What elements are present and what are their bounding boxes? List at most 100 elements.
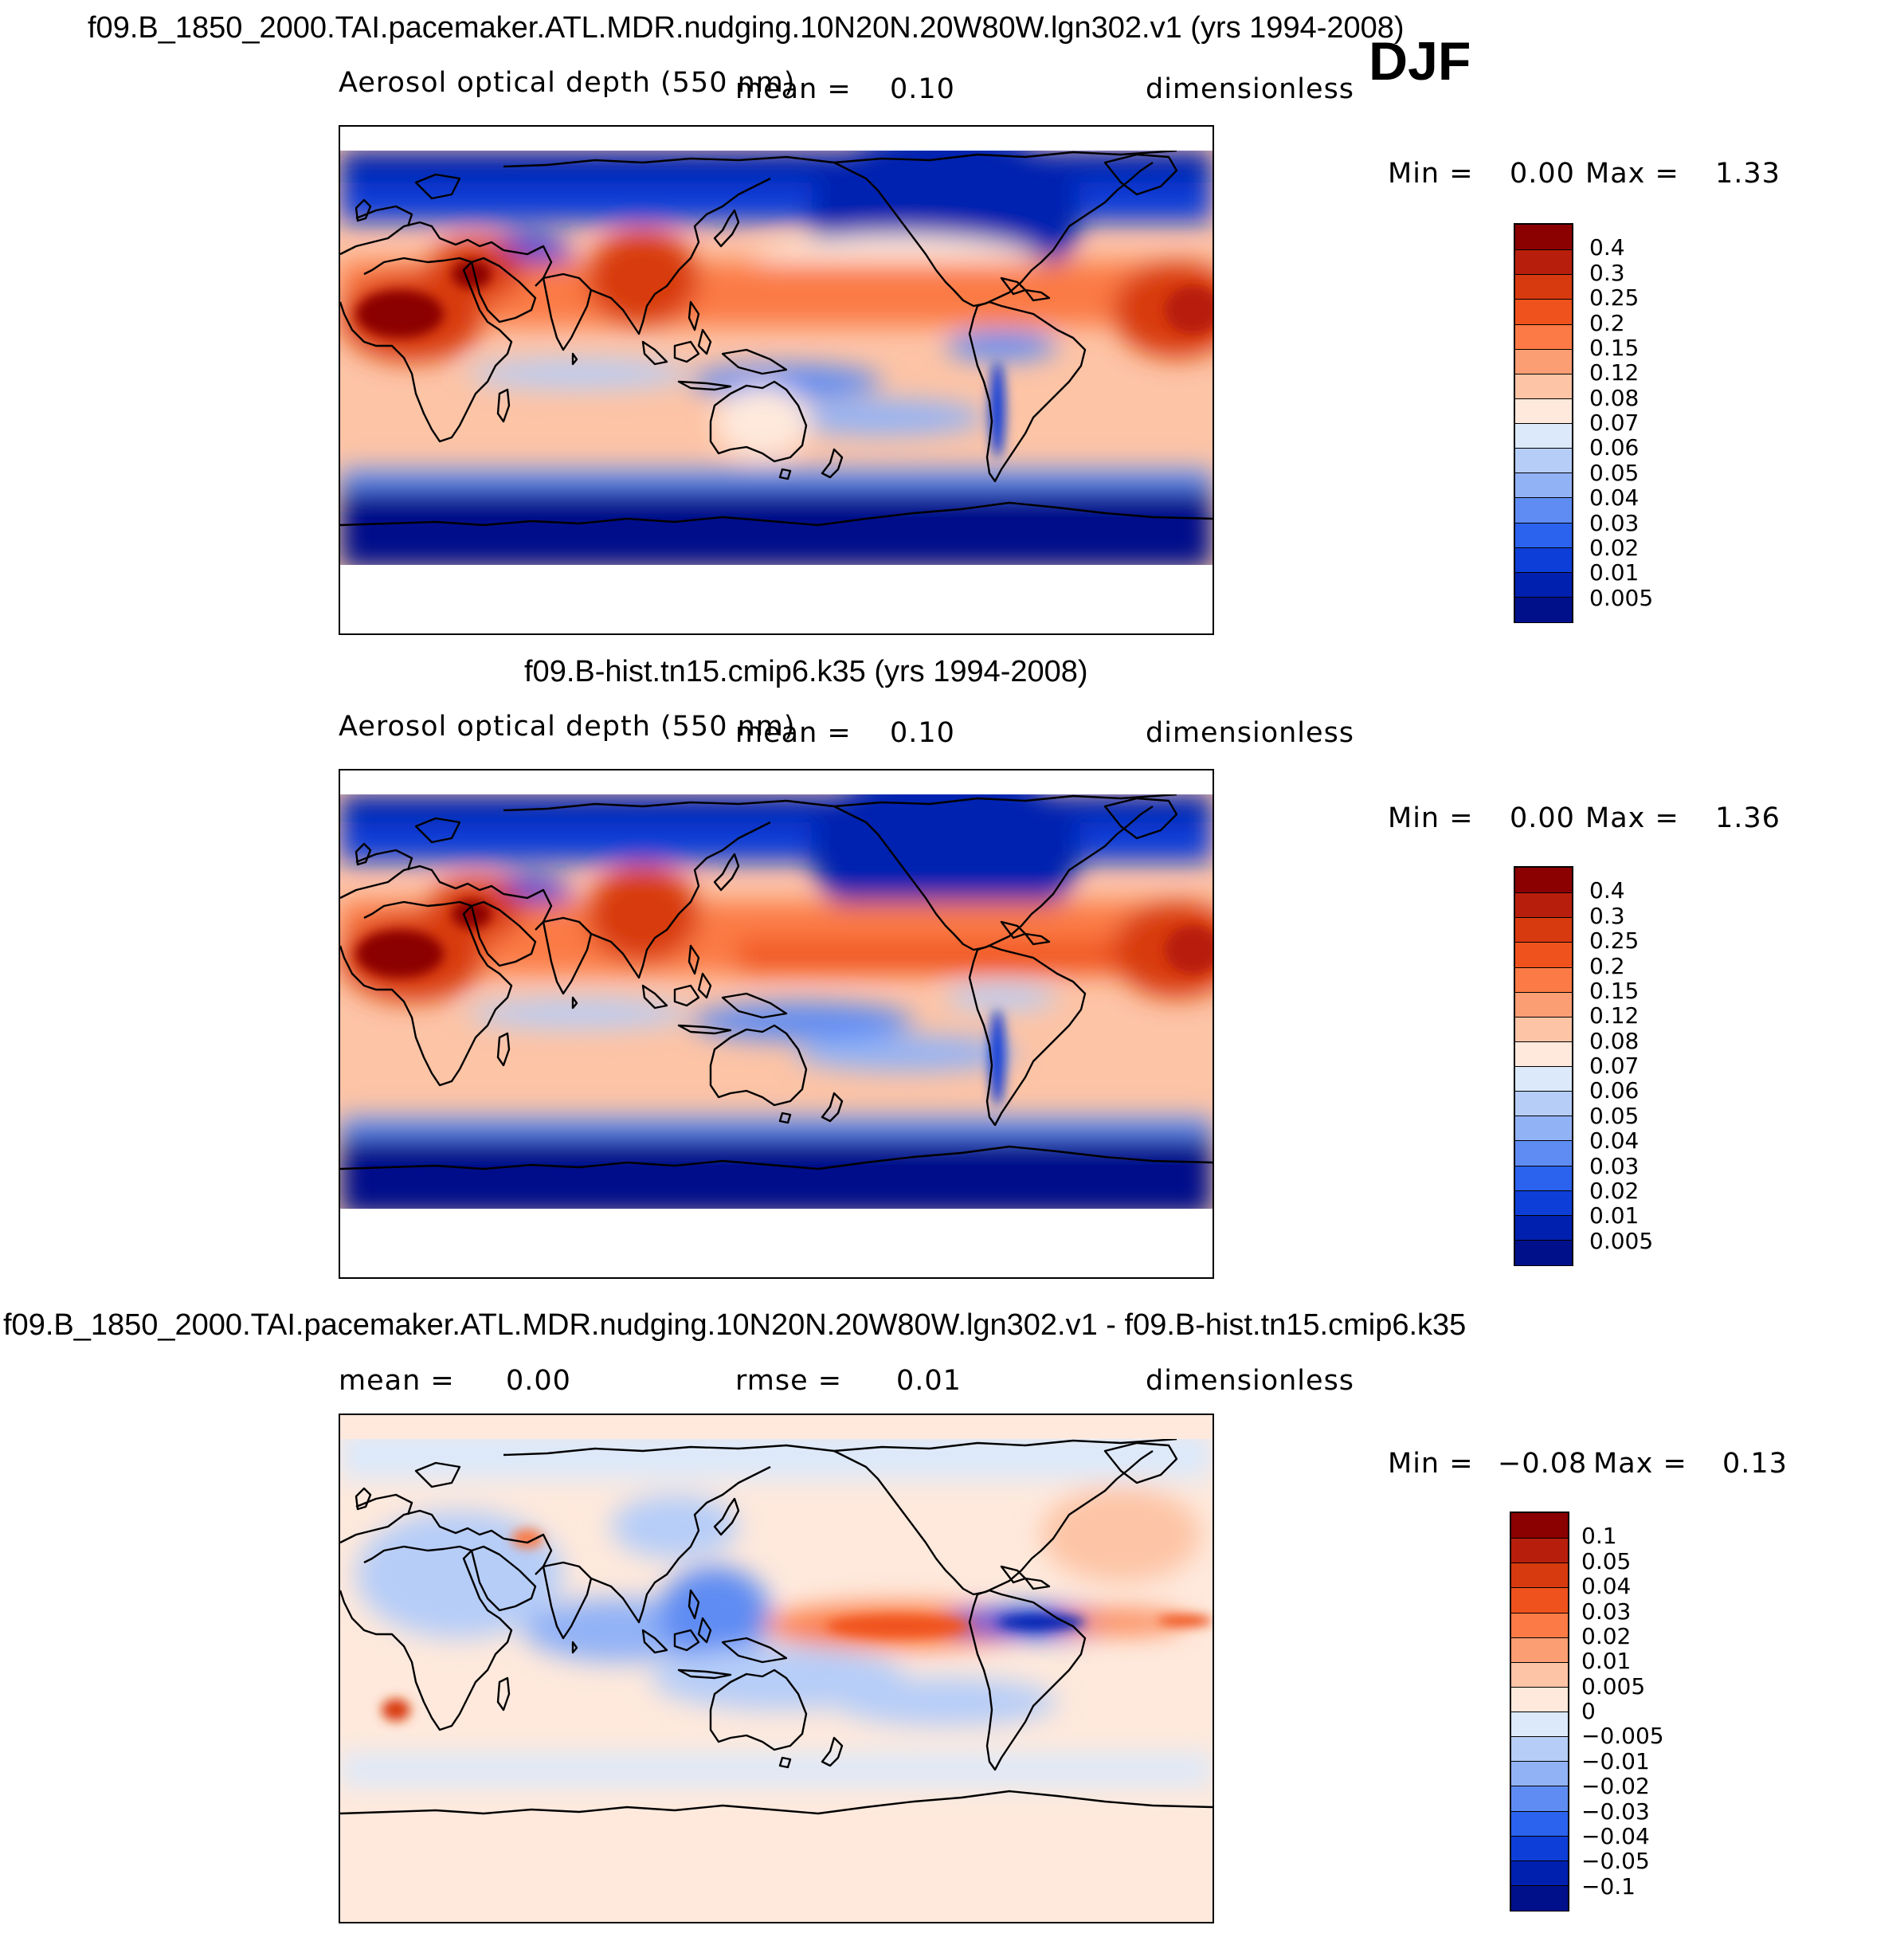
panel2-max-value: 1.36: [1715, 802, 1781, 834]
colorbar-tick-label: −0.05: [1581, 1848, 1650, 1875]
colorbar-tick-label: 0.2: [1589, 309, 1625, 336]
panel1-min-label: Min =: [1388, 158, 1474, 190]
colorbar-swatch: [1515, 522, 1572, 548]
colorbar-swatch: [1511, 1712, 1568, 1738]
colorbar-swatch: [1515, 348, 1572, 374]
colorbar-tick-label: −0.01: [1581, 1747, 1650, 1774]
colorbar-swatch: [1515, 423, 1572, 449]
panel2-min-label: Min =: [1388, 802, 1474, 834]
colorbar-tick-label: 0.3: [1589, 902, 1625, 929]
colorbar-swatch: [1515, 868, 1572, 894]
colorbar-swatch: [1515, 472, 1572, 499]
colorbar-tick-label: 0.05: [1589, 459, 1640, 486]
colorbar-tick-label: 0.03: [1589, 1152, 1640, 1179]
colorbar-swatch: [1511, 1761, 1568, 1787]
colorbar-swatch: [1511, 1884, 1568, 1911]
colorbar-swatch: [1515, 991, 1572, 1018]
colorbar-swatch: [1515, 274, 1572, 300]
panel2-colorbar: [1514, 866, 1573, 1266]
colorbar-swatch: [1511, 1587, 1568, 1614]
colorbar-swatch: [1515, 299, 1572, 325]
panel1-variable-label: Aerosol optical depth (550 nm): [339, 67, 796, 99]
colorbar-tick-label: 0.05: [1581, 1547, 1632, 1574]
panel3-max-label: Max =: [1593, 1448, 1687, 1480]
colorbar-tick-label: 0.15: [1589, 977, 1640, 1004]
colorbar-tick-label: 0.08: [1589, 384, 1640, 411]
colorbar-swatch: [1511, 1661, 1568, 1688]
colorbar-tick-label: 0.2: [1589, 952, 1625, 979]
panel1-max-value: 1.33: [1715, 158, 1781, 190]
colorbar-swatch: [1515, 1091, 1572, 1117]
colorbar-swatch: [1515, 1165, 1572, 1191]
colorbar-tick-label: 0.12: [1589, 359, 1640, 386]
colorbar-swatch: [1511, 1538, 1568, 1564]
colorbar-tick-label: 0.01: [1589, 559, 1640, 586]
colorbar-swatch: [1511, 1810, 1568, 1837]
colorbar-swatch: [1515, 1016, 1572, 1042]
colorbar-tick-label: 0.07: [1589, 410, 1640, 436]
season-label: DJF: [1369, 31, 1471, 92]
colorbar-swatch: [1515, 1066, 1572, 1092]
colorbar-swatch: [1511, 1686, 1568, 1712]
colorbar-tick-label: 0.08: [1589, 1027, 1640, 1054]
panel3-min-value: −0.08: [1498, 1448, 1588, 1480]
colorbar-tick-label: 0.01: [1581, 1648, 1632, 1675]
colorbar-swatch: [1515, 596, 1572, 622]
colorbar-swatch: [1515, 547, 1572, 573]
colorbar-tick-label: 0.04: [1589, 484, 1640, 512]
colorbar-tick-label: 0.12: [1589, 1002, 1640, 1029]
panel3-min-label: Min =: [1388, 1448, 1474, 1480]
panel2-map: [339, 769, 1214, 1279]
colorbar-tick-label: 0.02: [1589, 1177, 1640, 1204]
colorbar-tick-label: 0.005: [1581, 1672, 1646, 1700]
colorbar-tick-label: 0: [1581, 1698, 1596, 1724]
colorbar-swatch: [1511, 1513, 1568, 1539]
colorbar-swatch: [1515, 1214, 1572, 1241]
colorbar-tick-label: 0.1: [1581, 1523, 1617, 1550]
colorbar-swatch: [1511, 1637, 1568, 1663]
colorbar-tick-label: 0.03: [1589, 509, 1640, 536]
colorbar-tick-label: 0.06: [1589, 1077, 1640, 1104]
colorbar-tick-label: 0.04: [1589, 1127, 1640, 1155]
panel1-mean-value: 0.10: [890, 73, 955, 105]
colorbar-swatch: [1515, 373, 1572, 399]
colorbar-swatch: [1511, 1612, 1568, 1638]
colorbar-tick-label: 0.07: [1589, 1053, 1640, 1079]
panel2-title: f09.B-hist.tn15.cmip6.k35 (yrs 1994-2008…: [524, 655, 1088, 688]
colorbar-swatch: [1515, 942, 1572, 968]
colorbar-swatch: [1515, 571, 1572, 598]
panel1-colorbar: [1514, 223, 1573, 623]
colorbar-swatch: [1515, 917, 1572, 943]
colorbar-tick-label: 0.4: [1589, 234, 1625, 261]
colorbar-swatch: [1515, 1190, 1572, 1216]
colorbar-swatch: [1511, 1860, 1568, 1886]
colorbar-swatch: [1511, 1736, 1568, 1763]
panel1-min-value: 0.00: [1510, 158, 1575, 190]
colorbar-swatch: [1515, 1116, 1572, 1142]
colorbar-tick-label: 0.06: [1589, 434, 1640, 461]
colorbar-tick-label: 0.3: [1589, 259, 1625, 286]
panel3-units: dimensionless: [1146, 1365, 1355, 1397]
colorbar-swatch: [1515, 448, 1572, 474]
panel2-mean-label: mean =: [735, 717, 852, 749]
colorbar-tick-label: 0.02: [1589, 534, 1640, 561]
colorbar-tick-label: −0.1: [1581, 1872, 1636, 1900]
panel1-mean-label: mean =: [735, 73, 852, 105]
panel3-mean-label: mean =: [339, 1365, 455, 1397]
colorbar-swatch: [1515, 967, 1572, 993]
colorbar-swatch: [1511, 1563, 1568, 1589]
colorbar-tick-label: −0.04: [1581, 1822, 1650, 1849]
colorbar-tick-label: −0.02: [1581, 1773, 1650, 1800]
panel1-max-label: Max =: [1585, 158, 1679, 190]
colorbar-swatch: [1515, 1140, 1572, 1167]
colorbar-swatch: [1511, 1786, 1568, 1812]
colorbar-tick-label: −0.03: [1581, 1798, 1650, 1825]
colorbar-tick-label: 0.25: [1589, 927, 1640, 955]
colorbar-swatch: [1515, 1041, 1572, 1067]
panel3-mean-value: 0.00: [506, 1365, 571, 1397]
panel2-variable-label: Aerosol optical depth (550 nm): [339, 711, 796, 743]
panel2-units: dimensionless: [1146, 717, 1355, 749]
panel3-rmse-label: rmse =: [735, 1365, 843, 1397]
panel3-title: f09.B_1850_2000.TAI.pacemaker.ATL.MDR.nu…: [3, 1308, 1467, 1342]
colorbar-swatch: [1515, 1239, 1572, 1265]
